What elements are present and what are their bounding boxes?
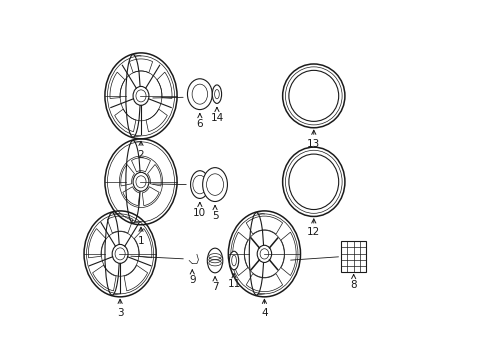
- Text: 3: 3: [117, 299, 123, 318]
- Ellipse shape: [133, 172, 149, 191]
- Text: 9: 9: [189, 270, 196, 285]
- Ellipse shape: [207, 248, 223, 273]
- Ellipse shape: [229, 251, 239, 270]
- Ellipse shape: [191, 171, 209, 198]
- Text: 10: 10: [193, 202, 206, 218]
- Text: 1: 1: [138, 227, 145, 246]
- Bar: [341, 241, 366, 272]
- Text: 14: 14: [210, 107, 223, 123]
- Text: 4: 4: [261, 299, 268, 318]
- Ellipse shape: [212, 85, 221, 103]
- Ellipse shape: [203, 168, 227, 202]
- Text: 11: 11: [227, 274, 241, 289]
- Ellipse shape: [133, 86, 149, 105]
- Text: 6: 6: [196, 114, 203, 129]
- Text: 12: 12: [307, 219, 320, 237]
- Ellipse shape: [188, 79, 212, 109]
- Text: 7: 7: [212, 277, 219, 292]
- Ellipse shape: [112, 244, 128, 263]
- Text: 2: 2: [138, 141, 145, 159]
- Text: 5: 5: [212, 206, 219, 221]
- Ellipse shape: [257, 245, 271, 262]
- Text: 8: 8: [350, 275, 357, 290]
- Text: 13: 13: [307, 130, 320, 149]
